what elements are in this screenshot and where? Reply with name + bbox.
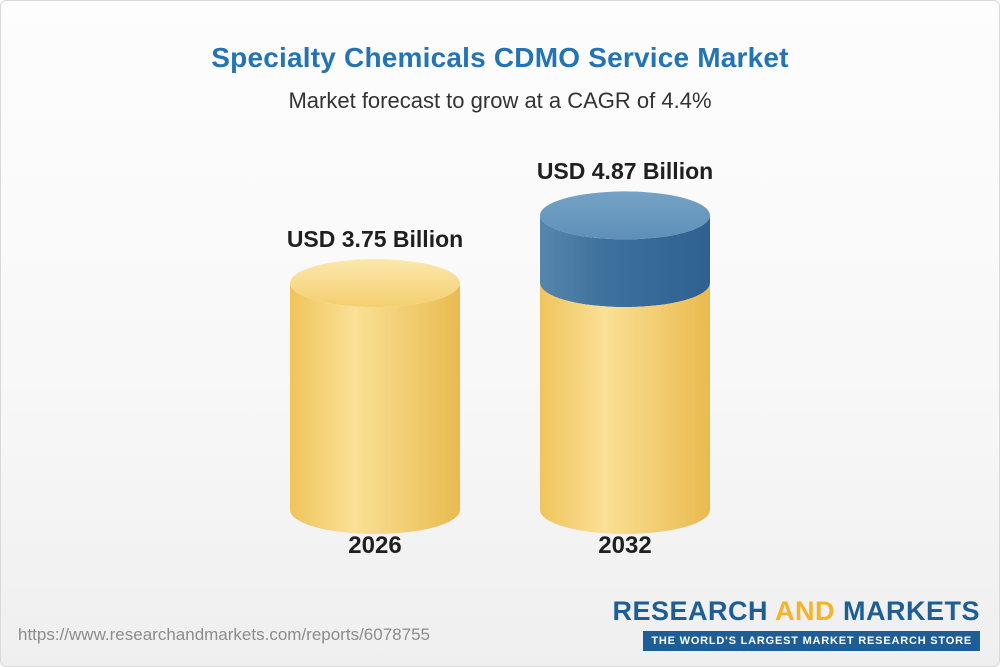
cylinder-segment-base [540,283,710,534]
bar-year-label-2032: 2032 [598,532,652,559]
cylinder-top [540,191,710,240]
logo-word-research: RESEARCH [612,596,768,626]
logo-word-markets: MARKETS [843,596,980,626]
cylinder-2032 [540,191,710,534]
cylinder-segment-growth [540,215,710,308]
research-and-markets-logo: RESEARCH AND MARKETS THE WORLD'S LARGEST… [612,596,980,651]
logo-wordmark: RESEARCH AND MARKETS [612,596,980,627]
chart-subtitle: Market forecast to grow at a CAGR of 4.4… [288,88,712,113]
report-url: https://www.researchandmarkets.com/repor… [18,625,430,644]
chart-title: Specialty Chemicals CDMO Service Market [211,42,789,73]
cylinder-2026 [290,259,460,534]
cylinder-segment-base [290,283,460,534]
cylinder-top [290,259,460,308]
logo-word-and: AND [775,596,843,626]
bar-year-label-2026: 2026 [348,532,402,559]
bar-value-label-2032: USD 4.87 Billion [536,158,714,185]
logo-tagline: THE WORLD'S LARGEST MARKET RESEARCH STOR… [643,631,980,651]
bar-value-label-2026: USD 3.75 Billion [286,226,464,253]
